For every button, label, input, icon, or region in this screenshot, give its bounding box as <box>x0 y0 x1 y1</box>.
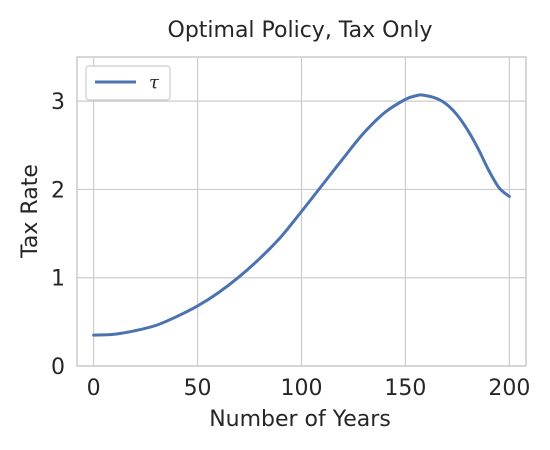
x-tick-label: 100 <box>281 376 323 401</box>
x-axis-label: Number of Years <box>209 407 391 432</box>
x-tick-label: 200 <box>488 376 530 401</box>
chart-title: Optimal Policy, Tax Only <box>168 18 433 43</box>
series-line-tau <box>92 93 511 337</box>
y-tick-label: 3 <box>51 90 65 115</box>
legend: τ <box>85 65 171 101</box>
y-tick-label: 2 <box>51 178 65 203</box>
series-layer <box>92 93 511 337</box>
x-tick-label: 150 <box>384 376 426 401</box>
x-tick-label: 50 <box>184 376 212 401</box>
y-tick-label: 0 <box>51 355 65 380</box>
y-tick-label: 1 <box>51 267 65 292</box>
tick-labels: 0 50 100 150 200 0 1 2 3 <box>51 90 530 401</box>
plot-border <box>76 56 527 367</box>
plot-frame <box>76 56 527 367</box>
x-tick-label: 0 <box>87 376 101 401</box>
y-axis-label: Tax Rate <box>18 164 43 259</box>
legend-label-tau: τ <box>149 72 160 93</box>
